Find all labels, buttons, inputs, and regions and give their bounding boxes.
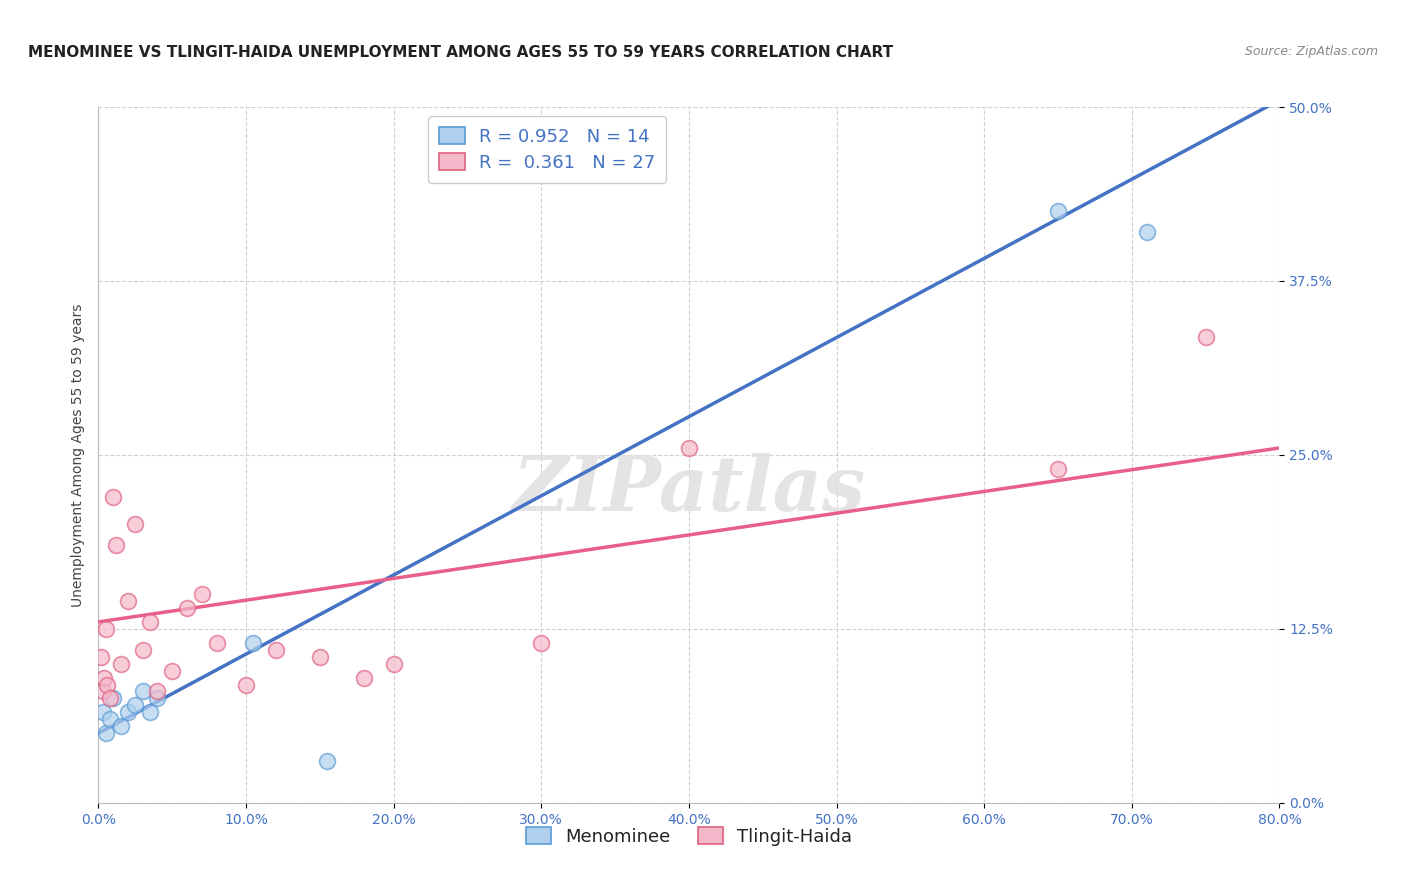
- Point: [93, 671, 115, 685]
- Point: [1136, 225, 1159, 239]
- Point: [94, 622, 117, 636]
- Point: [91, 684, 114, 698]
- Point: [132, 684, 155, 698]
- Point: [124, 698, 146, 713]
- Point: [176, 601, 198, 615]
- Point: [103, 691, 125, 706]
- Point: [162, 664, 183, 678]
- Point: [132, 642, 155, 657]
- Point: [530, 636, 553, 650]
- Point: [105, 538, 128, 552]
- Point: [98, 691, 121, 706]
- Point: [117, 706, 139, 720]
- Y-axis label: Unemployment Among Ages 55 to 59 years: Unemployment Among Ages 55 to 59 years: [70, 303, 84, 607]
- Text: MENOMINEE VS TLINGIT-HAIDA UNEMPLOYMENT AMONG AGES 55 TO 59 YEARS CORRELATION CH: MENOMINEE VS TLINGIT-HAIDA UNEMPLOYMENT …: [28, 45, 893, 60]
- Point: [98, 712, 121, 726]
- Text: Source: ZipAtlas.com: Source: ZipAtlas.com: [1244, 45, 1378, 58]
- Point: [316, 754, 339, 768]
- Point: [103, 490, 125, 504]
- Point: [146, 691, 169, 706]
- Point: [117, 594, 139, 608]
- Point: [264, 642, 287, 657]
- Point: [353, 671, 375, 685]
- Point: [382, 657, 405, 671]
- Point: [124, 517, 146, 532]
- Point: [235, 677, 257, 691]
- Point: [191, 587, 214, 601]
- Point: [94, 726, 117, 740]
- Point: [139, 615, 162, 629]
- Point: [110, 719, 132, 733]
- Point: [1047, 204, 1070, 219]
- Point: [205, 636, 228, 650]
- Point: [678, 441, 700, 455]
- Point: [139, 706, 162, 720]
- Point: [90, 649, 112, 664]
- Text: ZIPatlas: ZIPatlas: [512, 453, 866, 526]
- Point: [91, 706, 114, 720]
- Point: [1195, 329, 1218, 343]
- Point: [146, 684, 169, 698]
- Point: [110, 657, 132, 671]
- Point: [242, 636, 264, 650]
- Point: [309, 649, 332, 664]
- Point: [1047, 462, 1070, 476]
- Legend: Menominee, Tlingit-Haida: Menominee, Tlingit-Haida: [515, 816, 863, 856]
- Point: [96, 677, 118, 691]
